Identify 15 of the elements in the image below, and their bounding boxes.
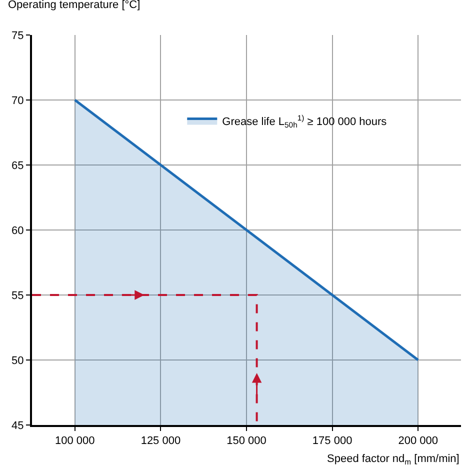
y-tick-label: 60	[12, 224, 24, 237]
x-axis-title: Speed factor nd$_{m}$ [mm/min]	[327, 453, 460, 466]
x-tick-label: 125 000	[140, 435, 181, 448]
y-tick-label: 75	[12, 30, 24, 42]
x-tick-label: 150 000	[226, 435, 266, 448]
x-tick-label: 200 000	[398, 435, 438, 448]
y-axis-title: Operating temperature [°C]	[8, 0, 140, 11]
y-tick-label: 55	[12, 290, 24, 302]
legend-label: Grease life L$_{50h}$$^{1)}$ ≥ 100 000 hours	[222, 113, 388, 130]
x-tick-label: 100 000	[55, 435, 95, 448]
y-tick-label: 45	[12, 420, 24, 432]
y-tick-label: 65	[12, 160, 24, 172]
y-tick-label: 50	[12, 354, 24, 367]
y-tick-label: 70	[12, 94, 24, 107]
x-tick-label: 175 000	[312, 435, 352, 448]
